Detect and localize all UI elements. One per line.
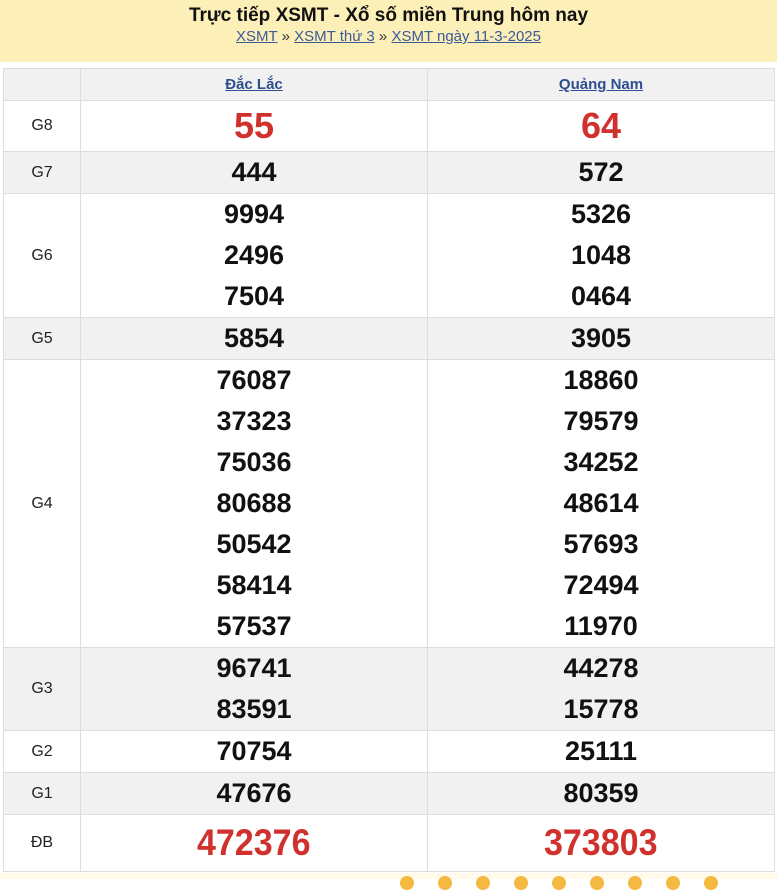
prize-number: 83591 [216, 694, 292, 724]
prize-label: G5 [3, 317, 81, 360]
prize-number: 11970 [564, 611, 638, 641]
prize-number: 57693 [563, 529, 639, 559]
prize-cell: 80359 [427, 772, 775, 815]
table-header-row: Đắc Lắc Quảng Nam [3, 68, 775, 101]
prize-number: 472376 [197, 822, 311, 863]
prize-column-header [3, 68, 81, 101]
prize-number: 47676 [216, 778, 292, 808]
dot-icon [552, 876, 566, 890]
table-row: G6 9994 2496 7504 5326 1048 0464 [3, 193, 775, 318]
prize-number: 15778 [563, 694, 639, 724]
prize-number: 2496 [223, 240, 285, 270]
prize-number: 70754 [216, 736, 292, 766]
prize-number: 64 [580, 105, 622, 146]
prize-number: 96741 [216, 653, 292, 683]
prize-cell: 444 [80, 151, 428, 194]
prize-cell: 55 [80, 100, 428, 152]
prize-cell: 9994 2496 7504 [80, 193, 428, 318]
prize-number: 7504 [223, 281, 285, 311]
prize-cell: 64 [427, 100, 775, 152]
prize-number: 57537 [216, 611, 292, 641]
table-row: G8 55 64 [3, 100, 775, 152]
prize-number: 373803 [544, 822, 658, 863]
table-row: G5 5854 3905 [3, 317, 775, 360]
prize-number: 72494 [563, 570, 639, 600]
prize-number: 75036 [216, 447, 292, 477]
province-header: Quảng Nam [427, 68, 775, 101]
prize-label: G2 [3, 730, 81, 773]
prize-number: 1048 [570, 240, 632, 270]
prize-number: 80688 [216, 488, 292, 518]
prize-number: 572 [578, 157, 624, 187]
prize-cell: 472376 [80, 814, 428, 872]
dot-icon [628, 876, 642, 890]
prize-number: 5854 [223, 323, 285, 353]
province-link-dac-lac[interactable]: Đắc Lắc [225, 76, 283, 93]
prize-cell: 572 [427, 151, 775, 194]
prize-number: 9994 [223, 199, 285, 229]
prize-label: G4 [3, 359, 81, 648]
results-table: Đắc Lắc Quảng Nam G8 55 64 G7 444 572 G6 9994 24… [3, 68, 775, 872]
breadcrumb: XSMT » XSMT thứ 3 » XSMT ngày 11-3-2025 [0, 27, 777, 47]
prize-number: 25111 [564, 736, 638, 766]
table-row: ĐB 472376 373803 [3, 814, 775, 872]
dot-icon [666, 876, 680, 890]
dot-icon [476, 876, 490, 890]
province-link-quang-nam[interactable]: Quảng Nam [558, 76, 644, 93]
prize-cell: 96741 83591 [80, 647, 428, 731]
prize-label: G8 [3, 100, 81, 152]
dot-icon [590, 876, 604, 890]
table-row: G3 96741 83591 44278 15778 [3, 647, 775, 731]
table-row: G4 76087 37323 75036 80688 50542 58414 57537 188… [3, 359, 775, 648]
table-row: G1 47676 80359 [3, 772, 775, 815]
prize-label: G1 [3, 772, 81, 815]
prize-number: 0464 [570, 281, 632, 311]
prize-number: 5326 [570, 199, 632, 229]
prize-number: 79579 [563, 406, 639, 436]
prize-cell: 18860 79579 34252 48614 57693 72494 11970 [427, 359, 775, 648]
breadcrumb-separator: » [281, 28, 290, 45]
prize-cell: 44278 15778 [427, 647, 775, 731]
prize-cell: 3905 [427, 317, 775, 360]
table-row: G7 444 572 [3, 151, 775, 194]
dot-icon [704, 876, 718, 890]
prize-label: G6 [3, 193, 81, 318]
prize-number: 55 [233, 105, 275, 146]
prize-label: ĐB [3, 814, 81, 872]
decorative-dots [0, 873, 777, 890]
page-header: Trực tiếp XSMT - Xổ số miền Trung hôm na… [0, 0, 777, 62]
province-header: Đắc Lắc [80, 68, 428, 101]
dot-icon [400, 876, 414, 890]
dot-icon [514, 876, 528, 890]
table-row: G2 70754 25111 [3, 730, 775, 773]
prize-cell: 47676 [80, 772, 428, 815]
breadcrumb-xsmt-date[interactable]: XSMT ngày 11-3-2025 [391, 28, 541, 45]
prize-number: 80359 [563, 778, 639, 808]
prize-cell: 5854 [80, 317, 428, 360]
prize-number: 3905 [570, 323, 632, 353]
prize-cell: 76087 37323 75036 80688 50542 58414 57537 [80, 359, 428, 648]
prize-label: G7 [3, 151, 81, 194]
prize-number: 48614 [563, 488, 639, 518]
breadcrumb-separator: » [378, 28, 388, 45]
page-title: Trực tiếp XSMT - Xổ số miền Trung hôm na… [188, 5, 589, 26]
breadcrumb-xsmt[interactable]: XSMT [236, 28, 278, 45]
prize-number: 44278 [563, 653, 639, 683]
prize-number: 76087 [216, 365, 292, 395]
prize-number: 50542 [216, 529, 292, 559]
prize-number: 37323 [216, 406, 292, 436]
breadcrumb-xsmt-thu-3[interactable]: XSMT thứ 3 [294, 28, 375, 45]
dot-icon [438, 876, 452, 890]
prize-cell: 70754 [80, 730, 428, 773]
prize-number: 34252 [563, 447, 639, 477]
prize-number: 444 [231, 157, 277, 187]
prize-label: G3 [3, 647, 81, 731]
prize-cell: 5326 1048 0464 [427, 193, 775, 318]
prize-cell: 373803 [427, 814, 775, 872]
prize-number: 18860 [563, 365, 639, 395]
prize-number: 58414 [216, 570, 292, 600]
prize-cell: 25111 [427, 730, 775, 773]
